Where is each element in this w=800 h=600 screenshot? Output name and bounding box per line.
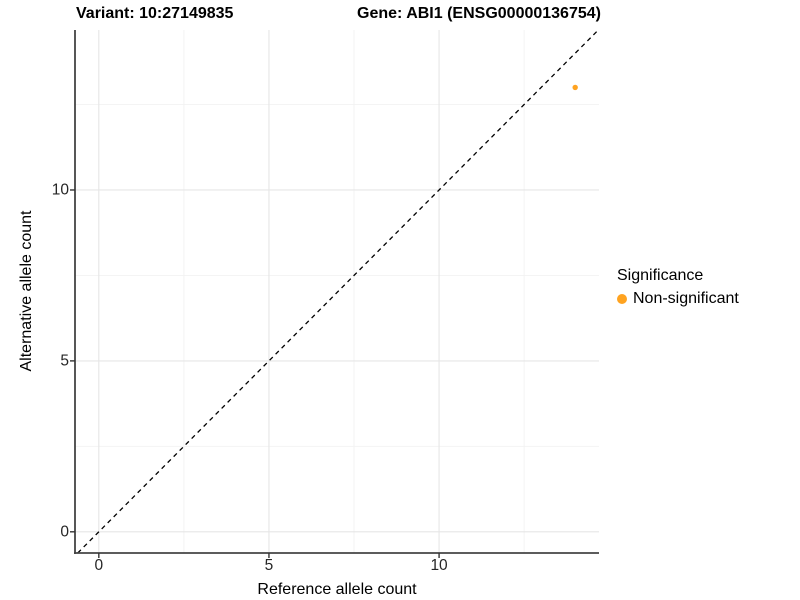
legend-item-label: Non-significant <box>633 290 739 307</box>
plot-title-variant: Variant: 10:27149835 <box>76 5 234 22</box>
x-tick-label-5: 5 <box>264 557 274 574</box>
y-tick-label-0: 0 <box>60 523 69 541</box>
y-tick-label-5: 5 <box>60 352 69 370</box>
x-tick-label-10: 10 <box>430 557 448 574</box>
y-axis-title: Alternative allele count <box>18 210 35 372</box>
plot-title-gene: Gene: ABI1 (ENSG00000136754) <box>357 5 601 22</box>
x-axis-title: Reference allele count <box>257 581 417 598</box>
legend: Significance Non-significant <box>617 267 739 308</box>
x-tick-label-0: 0 <box>94 557 104 574</box>
legend-item: Non-significant <box>617 290 739 308</box>
y-tick-label-10: 10 <box>51 181 69 199</box>
legend-point-icon <box>617 294 627 304</box>
identity-line <box>77 29 599 554</box>
data-point <box>572 84 578 91</box>
legend-title: Significance <box>617 267 704 284</box>
